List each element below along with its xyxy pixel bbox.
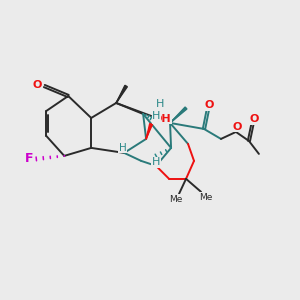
Polygon shape bbox=[146, 124, 152, 139]
Text: H: H bbox=[152, 112, 160, 122]
Text: OH: OH bbox=[153, 114, 172, 124]
Text: Me: Me bbox=[169, 195, 183, 204]
Text: O: O bbox=[232, 122, 242, 132]
Text: O: O bbox=[205, 100, 214, 110]
Text: H: H bbox=[119, 142, 127, 153]
Text: F: F bbox=[25, 152, 33, 165]
Polygon shape bbox=[146, 124, 151, 139]
Polygon shape bbox=[116, 86, 126, 103]
Text: Me: Me bbox=[199, 193, 212, 202]
Polygon shape bbox=[170, 107, 187, 123]
Text: O: O bbox=[250, 114, 259, 124]
Polygon shape bbox=[170, 108, 186, 123]
Text: H: H bbox=[156, 99, 165, 109]
Polygon shape bbox=[116, 85, 128, 103]
Text: O: O bbox=[32, 80, 42, 89]
Text: H: H bbox=[152, 158, 160, 167]
